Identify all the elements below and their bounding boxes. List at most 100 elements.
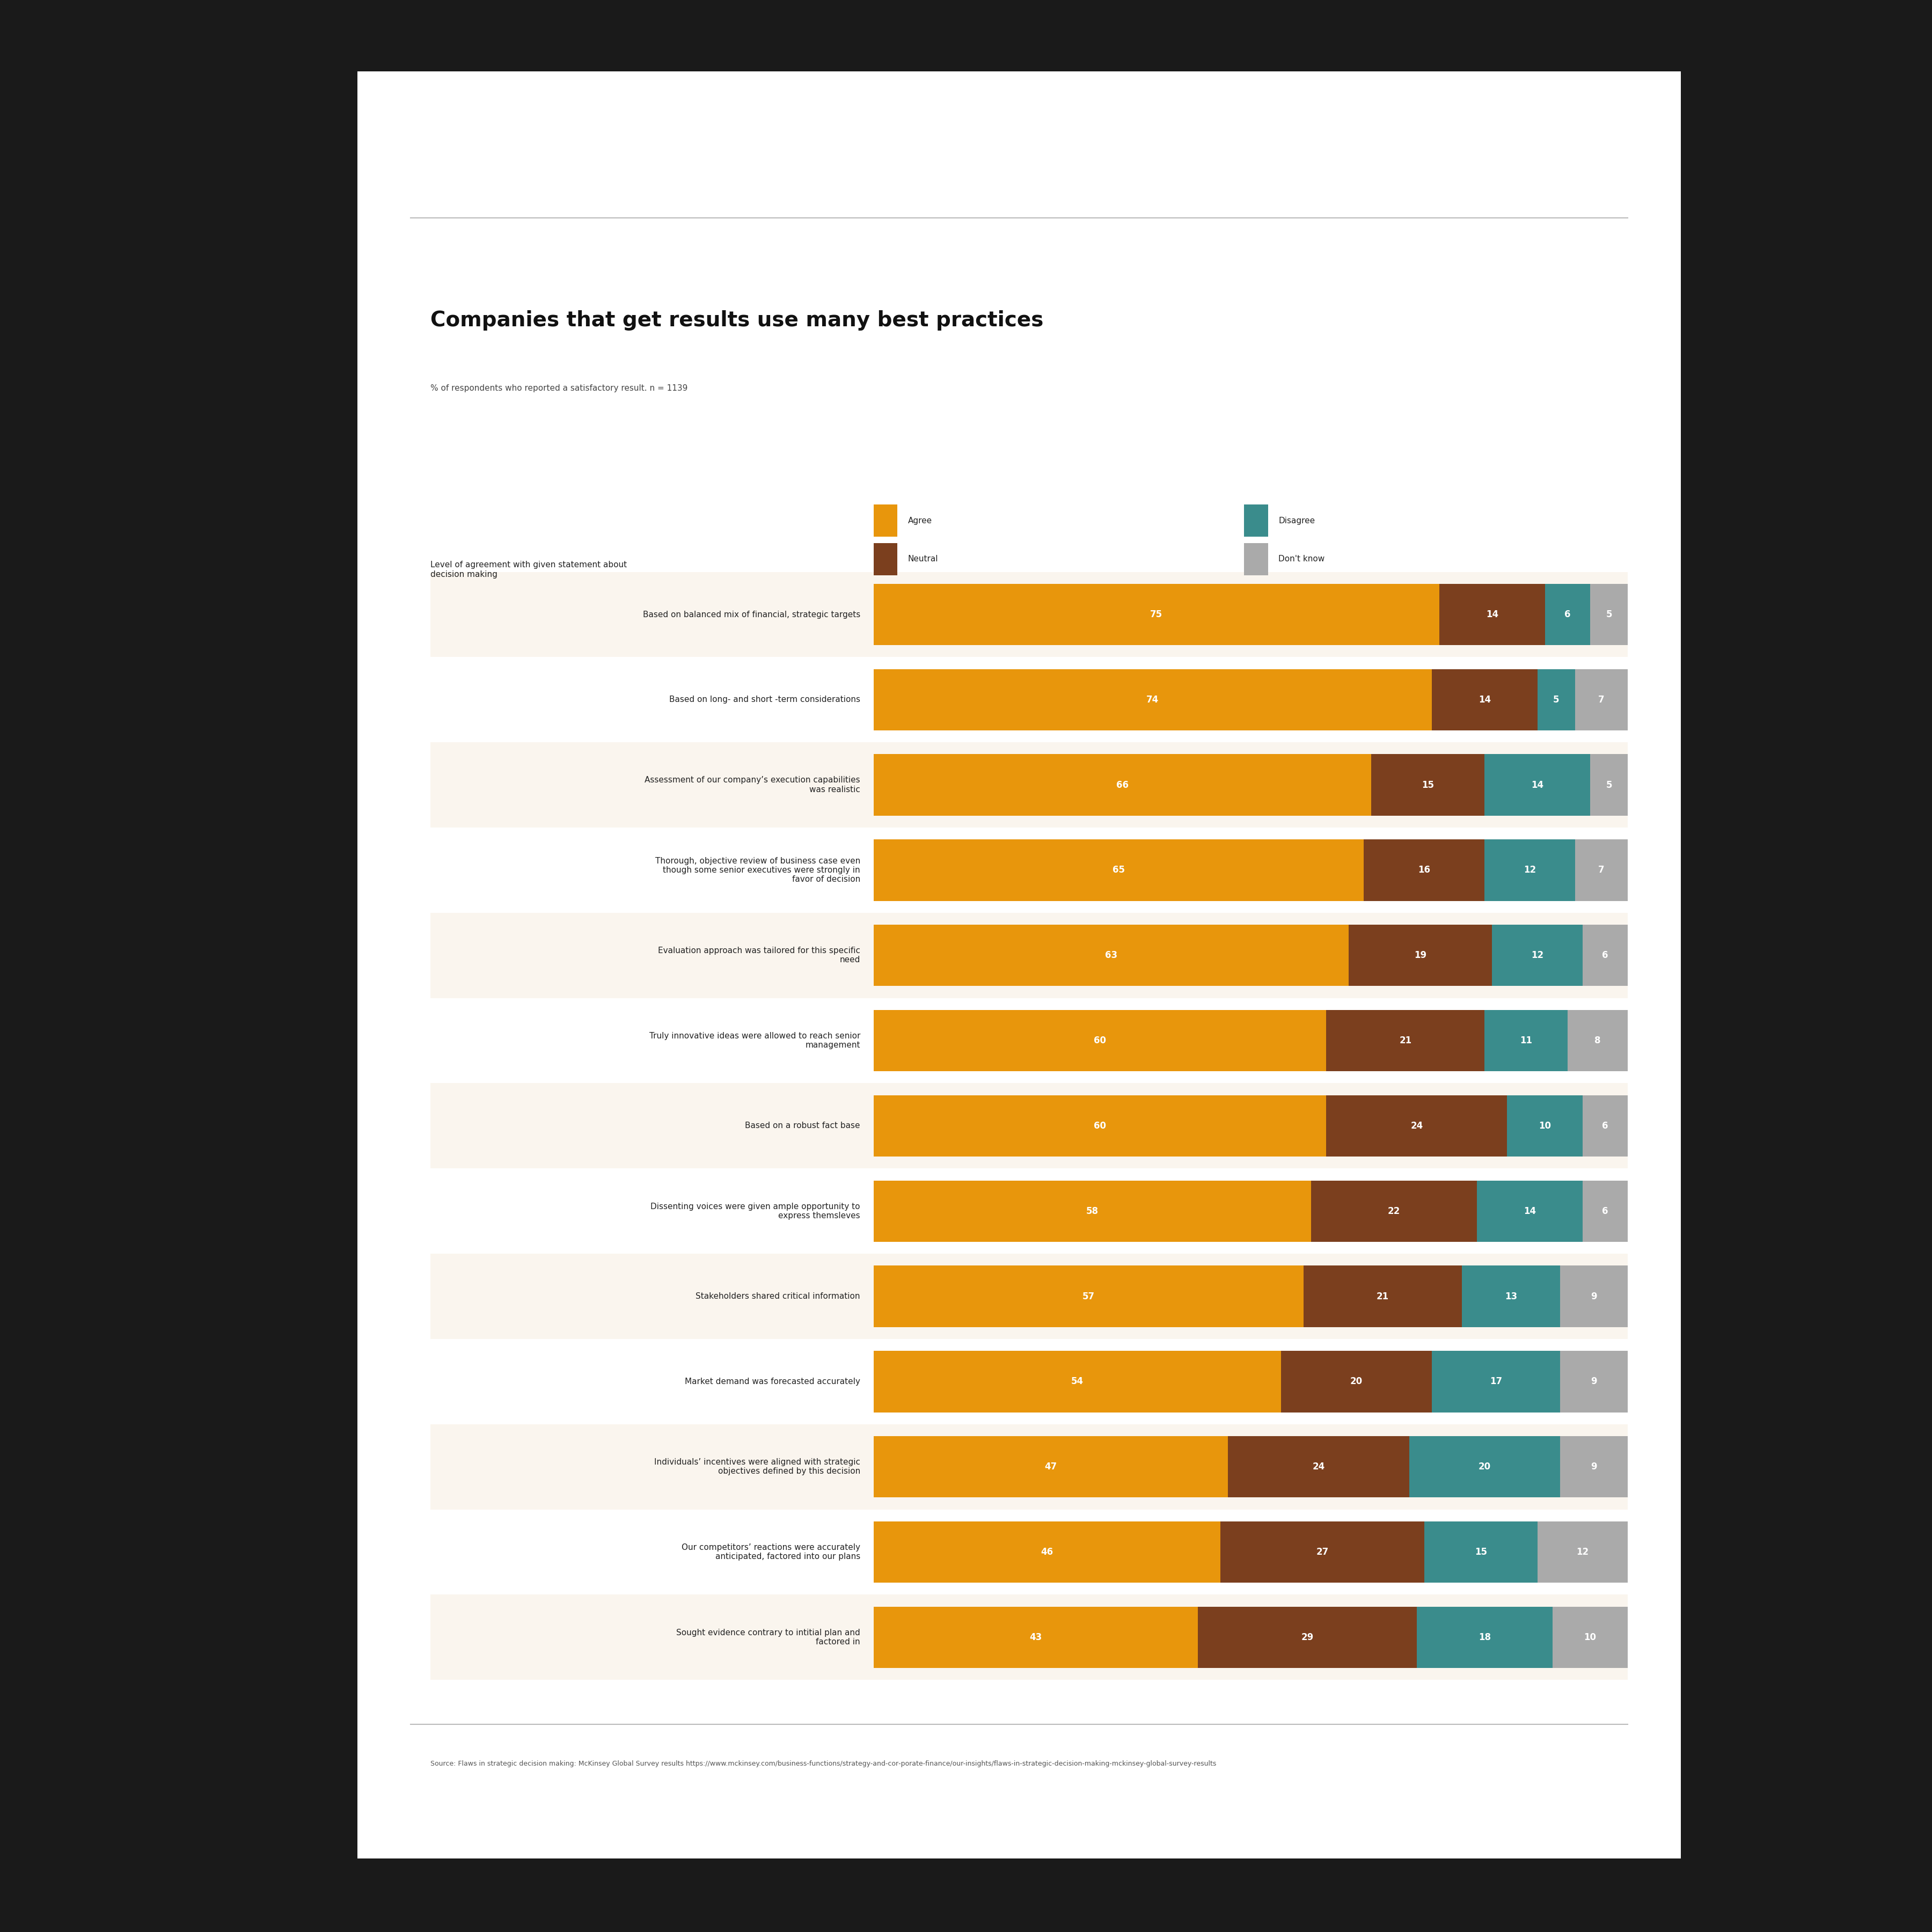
Text: 5: 5	[1605, 611, 1611, 620]
Bar	[873, 1084, 1629, 1169]
Bar	[873, 827, 1629, 912]
Bar	[873, 1520, 1221, 1582]
Bar	[1559, 1350, 1629, 1412]
Text: Market demand was forecasted accurately: Market demand was forecasted accurately	[684, 1378, 860, 1385]
Text: 74: 74	[1146, 696, 1159, 705]
Text: 12: 12	[1524, 866, 1536, 875]
Text: 6: 6	[1565, 611, 1571, 620]
Bar	[1567, 1010, 1629, 1072]
Text: Thorough, objective review of business case even
though some senior executives w: Thorough, objective review of business c…	[655, 856, 860, 883]
Bar	[431, 657, 873, 742]
Text: 63: 63	[1105, 951, 1117, 960]
Bar	[1582, 1095, 1629, 1157]
Bar	[1546, 583, 1590, 645]
Bar	[1416, 1607, 1553, 1667]
Text: 7: 7	[1598, 696, 1605, 705]
Text: 21: 21	[1399, 1036, 1412, 1045]
Bar	[1590, 583, 1629, 645]
Text: 60: 60	[1094, 1036, 1105, 1045]
Text: 16: 16	[1418, 866, 1430, 875]
Text: 22: 22	[1387, 1206, 1401, 1215]
Text: 14: 14	[1532, 781, 1544, 790]
Bar	[1575, 840, 1629, 900]
Text: 6: 6	[1602, 1121, 1607, 1130]
Bar	[1484, 753, 1590, 815]
Text: Evaluation approach was tailored for this specific
need: Evaluation approach was tailored for thi…	[659, 947, 860, 964]
Bar	[873, 572, 1629, 657]
Bar	[873, 1424, 1629, 1509]
Bar	[431, 1084, 873, 1169]
Bar	[431, 1424, 873, 1509]
Text: 5: 5	[1605, 781, 1611, 790]
Bar	[431, 1594, 873, 1679]
Text: 17: 17	[1490, 1378, 1501, 1387]
Text: 9: 9	[1590, 1378, 1598, 1387]
Text: Source: Flaws in strategic decision making: McKinsey Global Survey results https: Source: Flaws in strategic decision maki…	[431, 1760, 1215, 1768]
Text: 18: 18	[1478, 1633, 1492, 1642]
Bar	[1582, 925, 1629, 985]
Bar	[1492, 925, 1582, 985]
Text: 57: 57	[1082, 1291, 1095, 1300]
Bar	[431, 1339, 873, 1424]
Bar	[873, 1010, 1325, 1072]
Bar	[873, 657, 1629, 742]
Text: 24: 24	[1410, 1121, 1424, 1130]
Text: Stakeholders shared critical information: Stakeholders shared critical information	[696, 1293, 860, 1300]
Text: 60: 60	[1094, 1121, 1105, 1130]
Text: Based on a robust fact base: Based on a robust fact base	[746, 1122, 860, 1130]
Bar	[1364, 840, 1484, 900]
Text: 47: 47	[1045, 1463, 1057, 1472]
Text: 24: 24	[1312, 1463, 1325, 1472]
Bar	[1553, 1607, 1629, 1667]
Bar	[1507, 1095, 1582, 1157]
Text: 43: 43	[1030, 1633, 1041, 1642]
Bar	[873, 1435, 1229, 1497]
Bar	[1559, 1265, 1629, 1327]
Text: 14: 14	[1524, 1206, 1536, 1215]
Text: 29: 29	[1300, 1633, 1314, 1642]
Bar	[1325, 1010, 1484, 1072]
Text: 19: 19	[1414, 951, 1426, 960]
Bar	[873, 1339, 1629, 1424]
Text: 15: 15	[1474, 1548, 1488, 1557]
Text: 5: 5	[1553, 696, 1559, 705]
Bar	[873, 1607, 1198, 1667]
Bar	[873, 583, 1439, 645]
Bar	[1439, 583, 1546, 645]
Bar	[1229, 1435, 1408, 1497]
Text: 14: 14	[1486, 611, 1499, 620]
Bar	[1582, 1180, 1629, 1242]
Bar	[873, 1350, 1281, 1412]
Bar	[431, 742, 873, 827]
Text: 66: 66	[1117, 781, 1128, 790]
Text: 65: 65	[1113, 866, 1124, 875]
Bar	[873, 840, 1364, 900]
Text: Based on balanced mix of financial, strategic targets: Based on balanced mix of financial, stra…	[643, 611, 860, 618]
Bar	[1424, 1520, 1538, 1582]
Bar	[1575, 668, 1629, 730]
Text: % of respondents who reported a satisfactory result. n = 1139: % of respondents who reported a satisfac…	[431, 384, 688, 392]
Text: 58: 58	[1086, 1206, 1099, 1215]
Bar	[431, 1509, 873, 1594]
Bar	[1325, 1095, 1507, 1157]
Bar	[1221, 1520, 1424, 1582]
Text: 12: 12	[1577, 1548, 1588, 1557]
Bar	[873, 668, 1432, 730]
Bar	[1559, 1435, 1629, 1497]
Bar	[1408, 1435, 1559, 1497]
Bar	[431, 912, 873, 999]
Bar	[1281, 1350, 1432, 1412]
Text: 6: 6	[1602, 951, 1607, 960]
Bar	[431, 827, 873, 912]
Text: 7: 7	[1598, 866, 1605, 875]
Text: 20: 20	[1478, 1463, 1492, 1472]
Text: 20: 20	[1350, 1378, 1362, 1387]
Text: 15: 15	[1422, 781, 1434, 790]
Text: 9: 9	[1590, 1463, 1598, 1472]
Bar	[1312, 1180, 1478, 1242]
Bar	[873, 1594, 1629, 1679]
Bar	[873, 1169, 1629, 1254]
Bar	[1432, 1350, 1559, 1412]
Bar	[873, 1180, 1312, 1242]
Text: 10: 10	[1538, 1121, 1551, 1130]
